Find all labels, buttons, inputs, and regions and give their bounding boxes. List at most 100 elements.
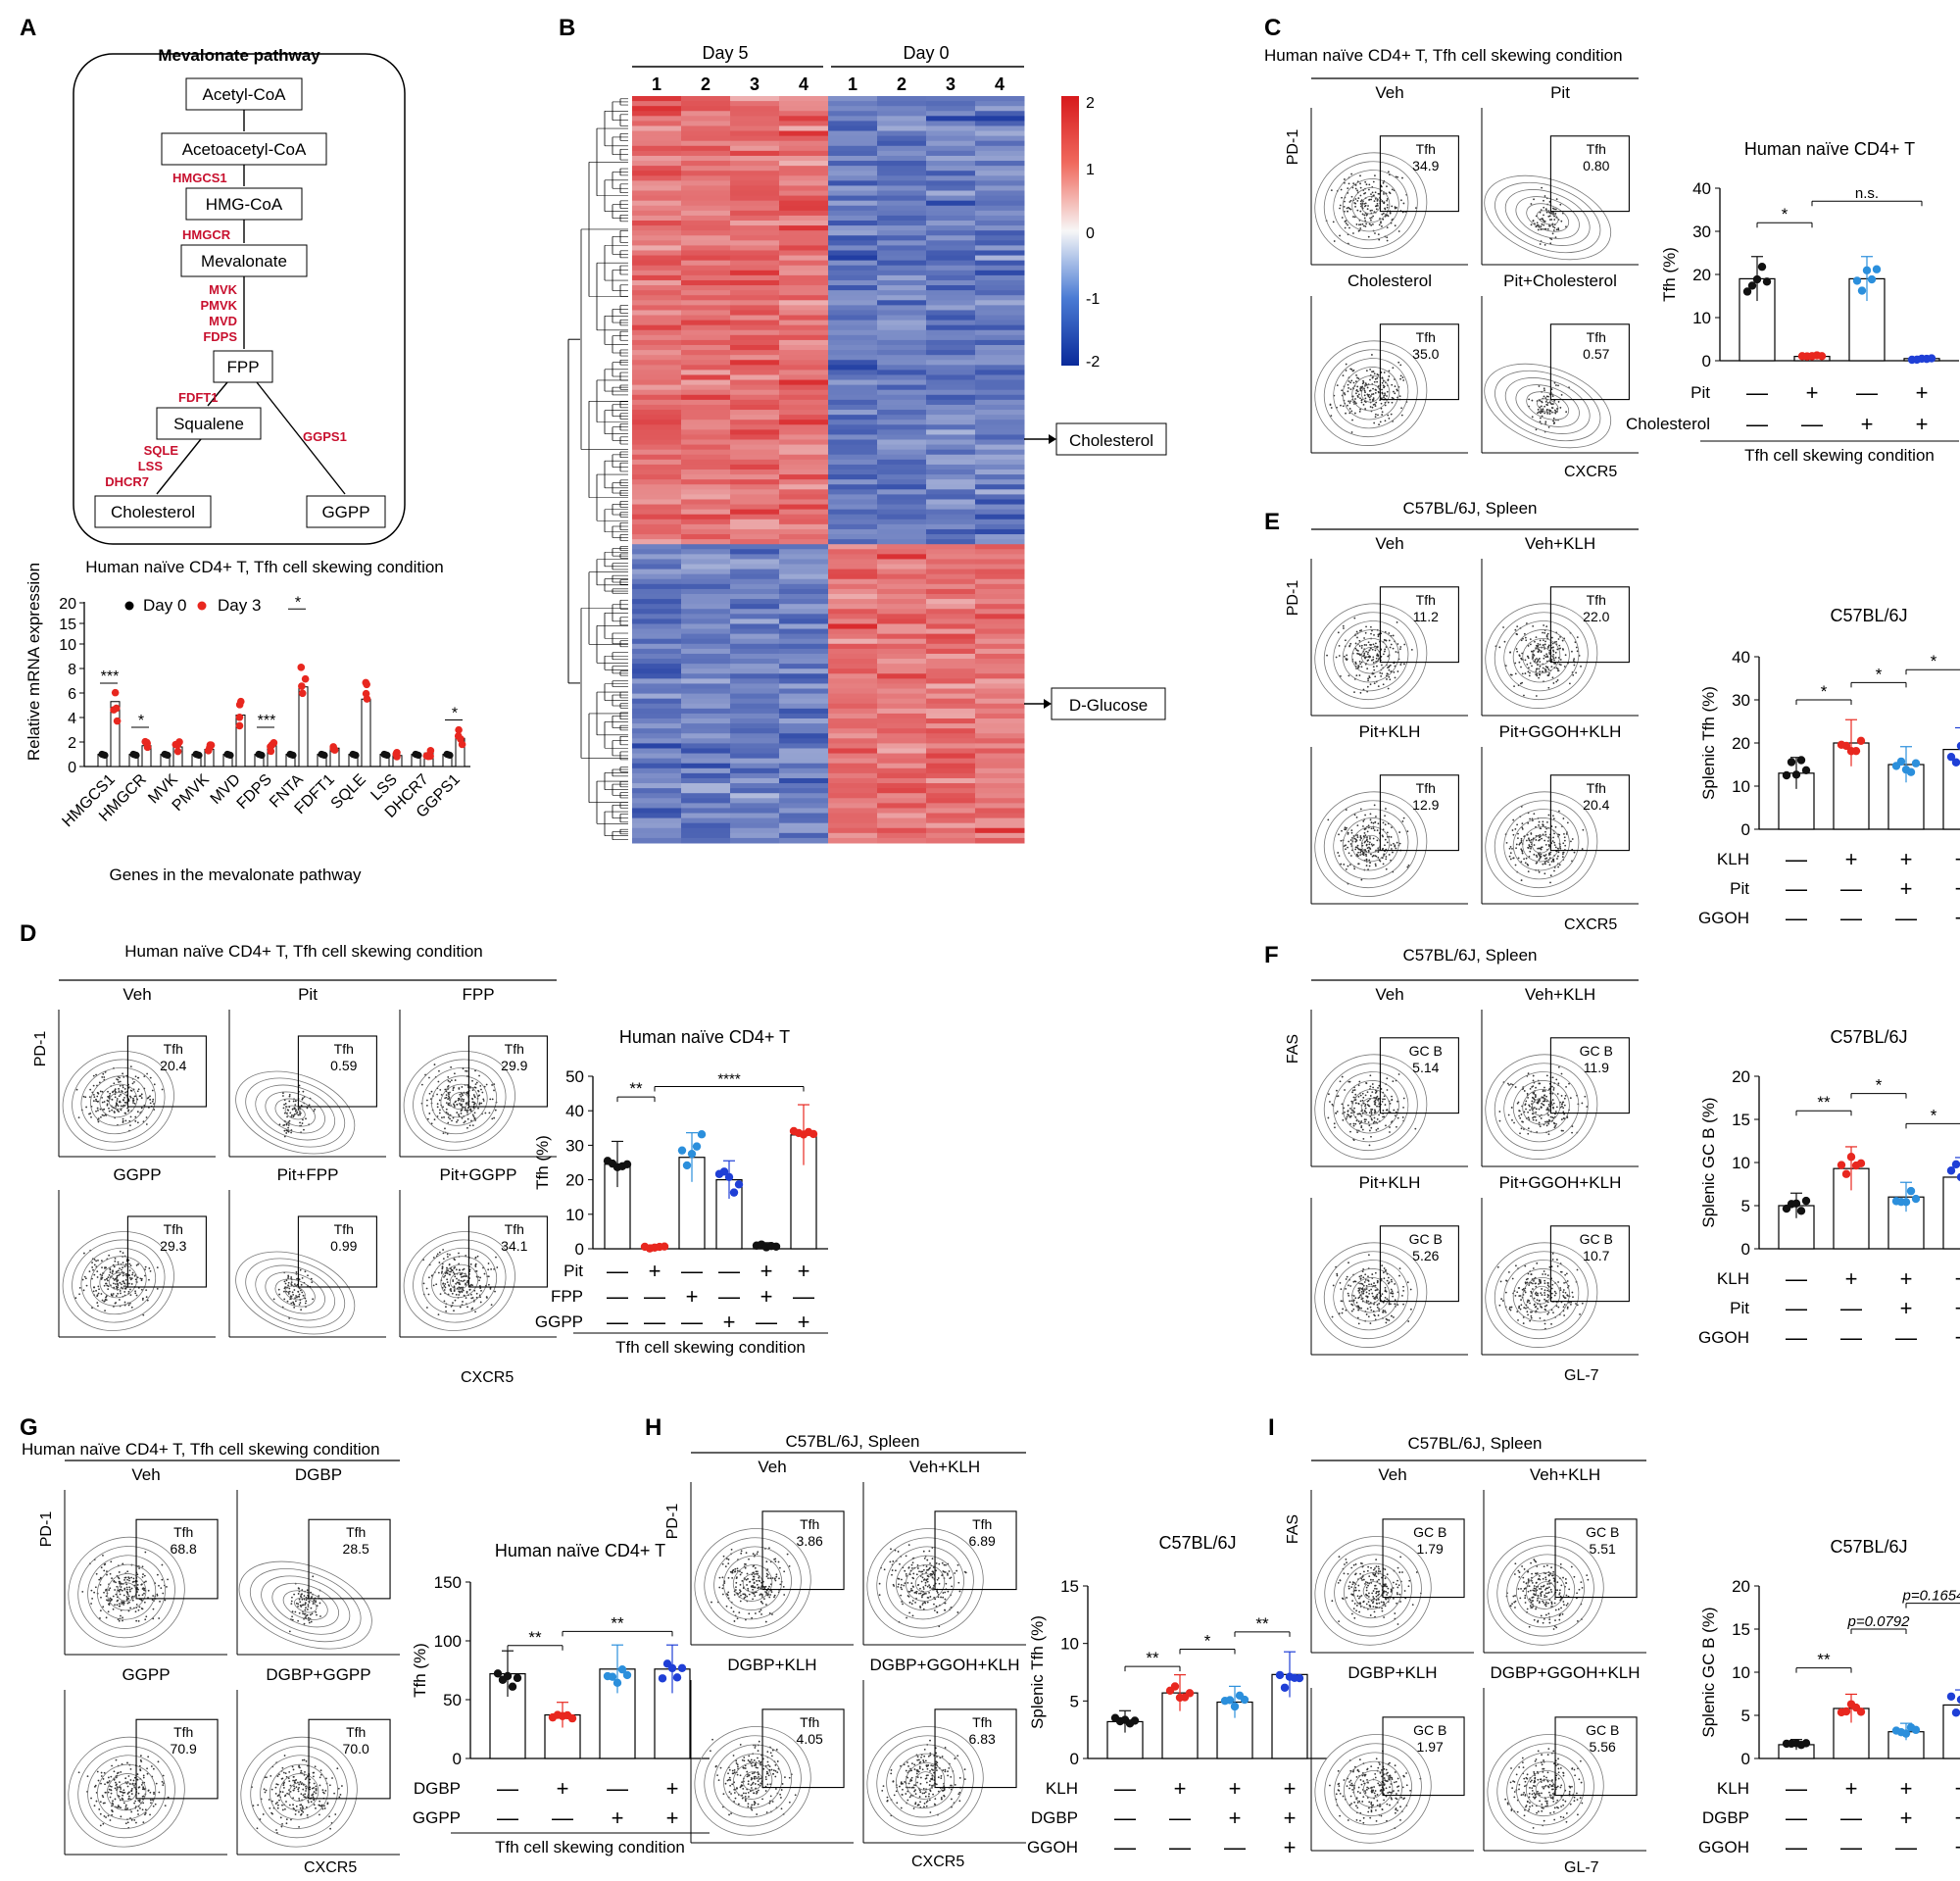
flow-condition-label: Veh <box>1375 985 1403 1004</box>
heatmap-cell <box>877 116 927 122</box>
flow-event <box>1539 649 1541 651</box>
heatmap-cell <box>730 728 780 734</box>
flow-event <box>1368 641 1370 643</box>
heatmap-cell <box>632 754 682 760</box>
heatmap-cell <box>828 275 878 281</box>
flow-event <box>113 1293 115 1295</box>
heatmap-cell <box>632 539 682 545</box>
a-point-day3 <box>175 738 183 746</box>
heatmap-cell <box>779 803 829 809</box>
heatmap-cell <box>926 549 976 555</box>
flow-event <box>1358 666 1360 668</box>
flow-event <box>125 1263 127 1265</box>
heatmap-cell <box>730 644 780 650</box>
heatmap-cell <box>730 668 780 674</box>
flow-event <box>1369 218 1371 220</box>
heatmap-cell <box>975 429 1025 435</box>
bar-y-tick-label: 30 <box>1692 223 1711 241</box>
heatmap-cell <box>828 818 878 824</box>
heatmap-cell <box>779 510 829 516</box>
flow-event <box>128 1283 130 1285</box>
flow-event <box>1370 1086 1372 1088</box>
condition-sign: — <box>1856 380 1878 405</box>
flow-event <box>1369 841 1371 843</box>
panel-c: C Human naïve CD4+ T, Tfh cell skewing c… <box>1264 15 1959 480</box>
heatmap-cell <box>681 494 731 500</box>
flow-event <box>1363 654 1365 656</box>
heatmap-col-label: 4 <box>995 74 1004 94</box>
heatmap-cell <box>681 310 731 316</box>
flow-event <box>454 1105 456 1107</box>
flow-event <box>1356 637 1358 639</box>
flow-event <box>1383 193 1385 195</box>
flow-event <box>1379 672 1381 674</box>
heatmap-cell <box>975 271 1025 276</box>
heatmap-cell <box>926 764 976 769</box>
heatmap-cell <box>730 515 780 520</box>
heatmap-cell <box>779 529 829 535</box>
heatmap-cell <box>779 718 829 724</box>
heatmap-cell <box>828 111 878 117</box>
heatmap-cell <box>926 429 976 435</box>
heatmap-cell <box>975 479 1025 485</box>
heatmap-cell <box>975 520 1025 525</box>
flow-gate-value: 34.9 <box>1412 158 1439 173</box>
heatmap-cell <box>975 390 1025 396</box>
heatmap-cell <box>877 316 927 322</box>
heatmap-cell <box>681 225 731 231</box>
flow-event <box>1389 370 1391 371</box>
flow-event <box>122 1266 123 1268</box>
flow-event <box>119 1299 121 1301</box>
heatmap-cell <box>730 121 780 126</box>
heatmap-cell <box>975 764 1025 769</box>
heatmap-cell <box>926 151 976 157</box>
flow-event <box>1339 208 1341 210</box>
heatmap-cell <box>828 465 878 470</box>
flow-event <box>460 1273 462 1275</box>
heatmap-cell <box>975 166 1025 172</box>
flow-contour <box>248 1075 342 1151</box>
heatmap-cell <box>632 151 682 157</box>
flow-event <box>443 1285 445 1287</box>
heatmap-cell <box>975 743 1025 749</box>
flow-event <box>1369 223 1371 225</box>
flow-event <box>1393 671 1395 673</box>
flow-event <box>1399 843 1401 845</box>
flow-event <box>1341 197 1343 199</box>
flow-event <box>1368 1124 1370 1126</box>
flow-event <box>93 1096 95 1098</box>
heatmap-cell <box>681 340 731 346</box>
flow-gate-name: Tfh <box>1587 592 1606 608</box>
flow-event <box>1365 651 1367 653</box>
heatmap-cell <box>681 604 731 610</box>
heatmap-cell <box>877 565 927 570</box>
heatmap-cell <box>730 743 780 749</box>
heatmap-cell <box>730 380 780 386</box>
heatmap-cell <box>632 161 682 167</box>
flow-event <box>1564 840 1566 842</box>
flow-event <box>473 1104 475 1106</box>
flow-event <box>1535 659 1537 661</box>
flow-event <box>121 1283 122 1285</box>
flow-event <box>1369 866 1371 867</box>
heatmap-cell <box>730 111 780 117</box>
flow-event <box>472 1115 474 1117</box>
flow-event <box>1360 836 1362 838</box>
flow-event <box>1390 213 1392 215</box>
heatmap-cell <box>632 355 682 361</box>
heatmap-cell <box>926 520 976 525</box>
flow-event <box>123 1291 125 1293</box>
flow-event <box>1367 396 1369 398</box>
flow-event <box>1557 385 1559 387</box>
heatmap-cell <box>975 505 1025 511</box>
flow-event <box>1371 1119 1373 1121</box>
heatmap-cell <box>730 330 780 336</box>
flow-event <box>1544 858 1546 860</box>
flow-event <box>1536 636 1538 638</box>
flow-event <box>1360 201 1362 203</box>
heatmap-cell <box>828 374 878 380</box>
heatmap-cell <box>632 664 682 669</box>
heatmap-cell <box>877 146 927 152</box>
flow-event <box>466 1306 468 1308</box>
